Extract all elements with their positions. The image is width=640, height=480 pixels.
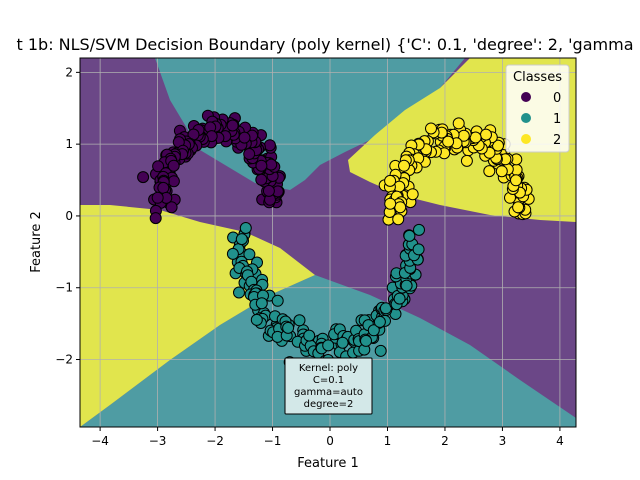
data-point-class-2 <box>460 154 473 167</box>
data-point-class-1 <box>250 313 263 326</box>
legend-label-class-0: 0 <box>553 91 561 106</box>
data-point-class-1 <box>239 222 252 234</box>
data-point-class-2 <box>384 174 397 187</box>
scatter-points <box>137 109 535 370</box>
data-point-class-0 <box>226 119 239 132</box>
legend-box <box>505 64 570 153</box>
x-tick-label: 1 <box>384 434 392 448</box>
data-point-class-2 <box>398 159 410 172</box>
data-point-class-0 <box>165 201 178 214</box>
legend: Classes 0 1 2 <box>505 64 570 153</box>
annotation-line-gamma: gamma=auto <box>294 387 363 398</box>
data-point-class-1 <box>322 339 335 352</box>
data-point-class-0 <box>255 159 268 172</box>
data-point-class-1 <box>255 297 268 310</box>
legend-marker-class-1 <box>521 113 531 123</box>
annotation-line-degree: degree=2 <box>304 399 354 410</box>
data-point-class-1 <box>403 229 416 242</box>
data-point-class-2 <box>480 128 492 141</box>
data-point-class-2 <box>425 122 437 135</box>
data-point-class-2 <box>384 197 397 210</box>
data-point-class-2 <box>495 165 508 178</box>
data-point-class-2 <box>483 165 496 178</box>
data-point-class-1 <box>393 292 406 305</box>
data-point-class-1 <box>360 334 372 347</box>
data-point-class-1 <box>374 344 387 357</box>
plot-frame <box>79 57 577 428</box>
y-tick-label: 1 <box>65 137 73 151</box>
data-point-class-1 <box>235 233 248 246</box>
annotation-line-c: C=0.1 <box>313 375 344 386</box>
data-point-class-0 <box>265 158 278 171</box>
y-tick-label: −1 <box>55 281 73 295</box>
kernel-annotation-box: Kernel: poly C=0.1 gamma=auto degree=2 <box>284 357 373 415</box>
data-point-class-2 <box>394 201 407 214</box>
y-axis-label: Feature 2 <box>29 211 44 273</box>
x-tick-label: −4 <box>91 434 109 448</box>
data-point-class-0 <box>152 160 165 173</box>
data-point-class-1 <box>379 302 392 315</box>
annotation-background <box>284 357 373 415</box>
data-point-class-2 <box>406 188 419 201</box>
legend-marker-class-0 <box>521 92 531 102</box>
x-tick-label: 3 <box>499 434 507 448</box>
x-axis-label: Feature 1 <box>297 456 359 471</box>
data-point-class-0 <box>167 175 180 188</box>
data-point-class-0 <box>151 191 164 204</box>
data-point-class-1 <box>413 223 425 236</box>
axis-ticks: −4 −3 −2 −1 0 1 2 3 4 −2 −1 0 1 2 <box>55 65 563 448</box>
data-point-class-0 <box>238 131 251 144</box>
x-tick-label: −1 <box>264 434 282 448</box>
data-point-class-0 <box>167 159 180 172</box>
data-point-class-2 <box>392 213 405 226</box>
data-point-class-2 <box>469 131 482 144</box>
data-point-class-2 <box>512 201 525 214</box>
data-point-class-1 <box>226 247 239 260</box>
legend-marker-class-2 <box>521 134 531 144</box>
x-tick-label: 2 <box>441 434 449 448</box>
chart-title: t 1b: NLS/SVM Decision Boundary (poly ke… <box>17 35 634 54</box>
data-point-class-1 <box>412 243 425 256</box>
x-tick-label: 4 <box>556 434 564 448</box>
data-point-class-2 <box>442 135 455 148</box>
data-point-class-1 <box>303 329 316 342</box>
data-point-class-1 <box>233 286 245 299</box>
data-point-class-0 <box>149 212 162 225</box>
legend-label-class-1: 1 <box>553 112 561 127</box>
y-tick-label: −2 <box>55 353 73 367</box>
data-point-class-1 <box>271 294 284 307</box>
y-tick-label: 0 <box>65 209 73 223</box>
x-tick-label: 0 <box>326 434 334 448</box>
data-point-class-0 <box>243 148 256 160</box>
y-tick-label: 2 <box>65 65 73 79</box>
data-point-class-1 <box>243 248 256 261</box>
data-point-class-1 <box>293 314 306 327</box>
data-point-class-0 <box>137 171 150 184</box>
annotation-line-kernel: Kernel: poly <box>299 363 358 374</box>
data-point-class-1 <box>373 315 386 328</box>
legend-label-class-2: 2 <box>553 133 561 148</box>
data-point-class-2 <box>452 117 465 130</box>
data-point-class-1 <box>367 324 380 337</box>
x-tick-label: −2 <box>206 434 224 448</box>
data-point-class-0 <box>255 173 268 186</box>
legend-title: Classes <box>513 70 562 85</box>
data-point-class-0 <box>262 184 275 197</box>
data-point-class-2 <box>510 174 522 187</box>
data-point-class-1 <box>282 321 295 334</box>
data-point-class-1 <box>336 336 349 349</box>
x-tick-label: −3 <box>149 434 167 448</box>
data-point-class-1 <box>400 279 413 292</box>
data-point-class-0 <box>263 139 276 152</box>
data-point-class-0 <box>157 181 170 194</box>
